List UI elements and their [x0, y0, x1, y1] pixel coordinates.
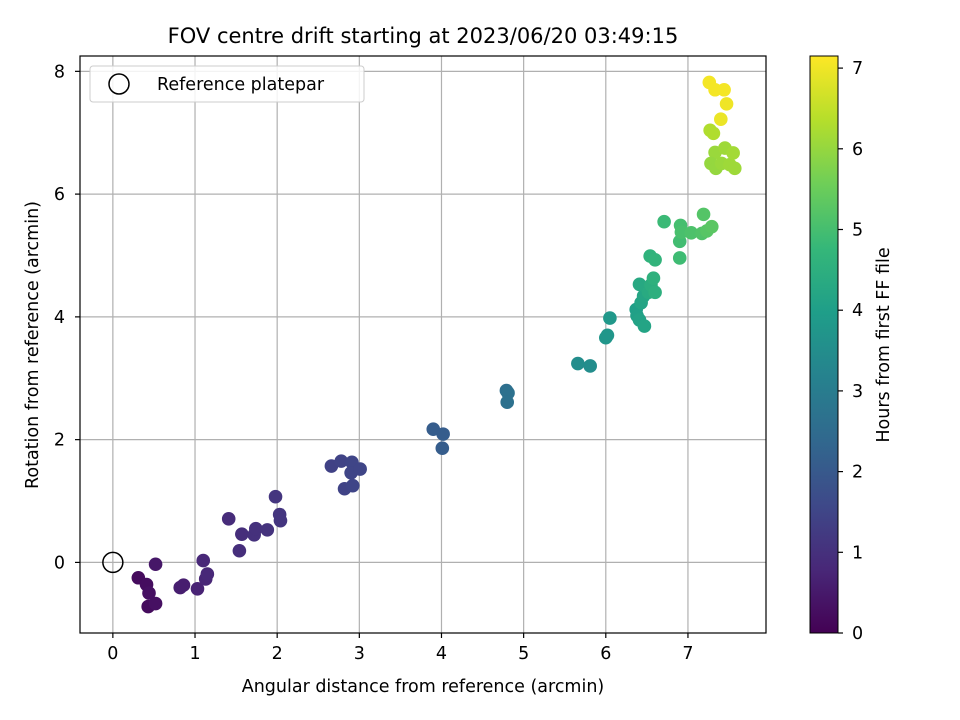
y-axis-label: Rotation from reference (arcmin) — [23, 201, 43, 489]
grid — [80, 56, 766, 633]
data-point — [435, 441, 450, 456]
data-point — [657, 214, 671, 229]
data-point — [353, 462, 367, 476]
x-tick-label: 4 — [436, 644, 447, 664]
colorbar-label: Hours from first FF file — [874, 247, 894, 442]
data-point — [648, 252, 662, 267]
data-point — [672, 251, 687, 265]
data-point — [727, 161, 742, 176]
y-tick-label: 2 — [54, 431, 65, 451]
data-point — [646, 271, 661, 286]
data-point — [345, 478, 360, 493]
data-point — [500, 395, 515, 410]
data-point — [200, 567, 215, 581]
colorbar-tick-label: 0 — [852, 624, 863, 644]
data-point — [704, 219, 719, 234]
y-tick-label: 6 — [54, 185, 65, 205]
colorbar-tick-label: 7 — [852, 59, 863, 79]
chart-title: FOV centre drift starting at 2023/06/20 … — [168, 24, 679, 48]
data-point — [696, 207, 711, 222]
data-point — [717, 82, 731, 97]
data-point — [260, 523, 275, 537]
x-axis-label: Angular distance from reference (arcmin) — [242, 677, 605, 697]
data-points — [131, 75, 742, 614]
data-point — [148, 557, 163, 572]
x-tick-label: 3 — [354, 644, 365, 664]
data-point — [235, 527, 249, 541]
reference-marker — [102, 551, 124, 574]
data-point — [632, 277, 647, 292]
data-point — [190, 582, 205, 596]
data-point — [706, 126, 721, 141]
data-point — [334, 454, 349, 468]
data-point — [273, 513, 288, 528]
y-tick-label: 8 — [54, 62, 65, 82]
y-axis-ticks: 0 2 4 6 8 — [54, 62, 80, 573]
legend-box — [89, 65, 365, 103]
colorbar-tick-label: 1 — [852, 543, 863, 563]
x-tick-label: 2 — [272, 644, 283, 664]
y-tick-label: 0 — [54, 553, 65, 573]
data-point — [714, 112, 728, 127]
data-point — [249, 521, 263, 536]
data-point — [726, 146, 740, 160]
data-point — [603, 311, 617, 325]
data-point — [600, 328, 615, 343]
data-point — [637, 319, 652, 333]
x-tick-label: 5 — [518, 644, 529, 664]
plot-frame — [79, 55, 767, 634]
colorbar-tick-label: 3 — [852, 382, 863, 402]
x-axis-ticks: 0 1 2 3 4 5 6 7 — [107, 633, 694, 664]
data-point — [196, 553, 211, 568]
colorbar-tick-label: 2 — [852, 463, 863, 483]
data-point — [583, 359, 597, 373]
data-point — [221, 512, 236, 526]
data-point — [719, 97, 734, 111]
colorbar — [809, 55, 839, 634]
data-point — [571, 356, 585, 371]
data-point — [142, 586, 156, 600]
y-tick-label: 4 — [54, 308, 65, 328]
x-tick-label: 7 — [682, 644, 693, 664]
data-point — [674, 225, 689, 239]
data-point — [148, 596, 163, 611]
data-point — [232, 543, 247, 558]
colorbar-tick-label: 6 — [852, 140, 863, 160]
colorbar-tick-label: 4 — [852, 301, 863, 321]
x-tick-label: 6 — [600, 644, 611, 664]
data-point — [648, 285, 662, 300]
data-point — [684, 225, 699, 240]
x-tick-label: 0 — [107, 644, 118, 664]
colorbar-ticks: 0 1 2 3 4 5 6 7 — [838, 59, 863, 644]
data-point — [268, 489, 283, 504]
data-point — [436, 427, 450, 441]
legend-marker — [108, 73, 130, 95]
x-tick-label: 1 — [189, 644, 200, 664]
reference-marker-group — [102, 551, 124, 574]
legend: Reference platepar — [89, 65, 365, 103]
data-point — [176, 578, 191, 592]
colorbar-tick-label: 5 — [852, 221, 863, 241]
legend-label: Reference platepar — [157, 75, 325, 95]
